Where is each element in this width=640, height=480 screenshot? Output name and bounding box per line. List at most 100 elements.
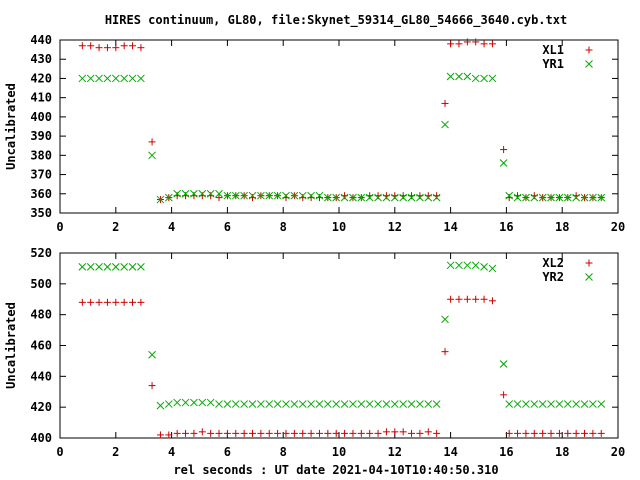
data-point — [257, 400, 265, 408]
data-point — [530, 193, 539, 202]
data-point — [207, 429, 215, 437]
y-tick-label: 420 — [30, 71, 52, 85]
data-point — [240, 429, 248, 437]
data-point — [156, 431, 164, 439]
data-point — [332, 400, 341, 408]
data-point — [563, 400, 572, 408]
data-point — [349, 400, 357, 408]
data-point — [555, 193, 564, 202]
data-point — [307, 400, 315, 408]
data-point — [547, 429, 555, 437]
x-tick-label: 10 — [332, 220, 346, 234]
data-point — [223, 191, 232, 200]
y-tick-label: 420 — [30, 400, 52, 414]
data-point — [340, 193, 349, 202]
data-point — [455, 40, 463, 48]
data-point — [589, 400, 597, 408]
data-point — [198, 428, 206, 436]
data-point — [120, 74, 129, 83]
data-point — [580, 400, 589, 408]
plot-frame — [59, 39, 619, 214]
legend-marker — [585, 60, 593, 68]
data-point — [198, 398, 207, 407]
x-tick-label: 8 — [280, 220, 287, 234]
data-point — [87, 42, 95, 50]
y-tick-label: 430 — [30, 52, 52, 66]
data-point — [505, 400, 514, 408]
data-point — [530, 400, 539, 408]
data-point — [103, 74, 112, 83]
data-point — [480, 40, 488, 48]
data-point — [447, 40, 455, 48]
legend-label: YR1 — [542, 57, 564, 71]
data-point — [589, 193, 597, 202]
y-tick-label: 460 — [30, 339, 52, 353]
data-point — [365, 193, 374, 202]
data-point — [441, 99, 449, 107]
data-point — [563, 193, 572, 202]
data-point — [499, 159, 508, 167]
y-tick-label: 480 — [30, 308, 52, 322]
data-point — [181, 189, 190, 198]
chart-title: HIRES continuum, GL80, file:Skynet_59314… — [105, 13, 567, 28]
data-point — [589, 429, 597, 437]
x-tick-label: 2 — [112, 220, 119, 234]
data-point — [357, 429, 365, 437]
plot-frame — [59, 252, 619, 439]
data-point — [190, 398, 198, 407]
data-point — [274, 429, 282, 437]
data-point — [103, 263, 112, 271]
data-point — [463, 261, 472, 270]
data-point — [463, 72, 472, 81]
data-point — [424, 428, 432, 436]
data-point — [341, 429, 349, 437]
data-point — [539, 429, 547, 437]
y-axis-label: Uncalibrated — [4, 302, 18, 389]
data-point — [555, 400, 564, 408]
data-point — [446, 72, 455, 81]
data-point — [129, 42, 137, 50]
data-point — [273, 400, 282, 408]
data-point — [441, 120, 449, 129]
data-point — [95, 44, 103, 52]
bottom-panel: 0 2 4 6 8 10 12 14 16 18 20 400 420 440 460 480 500 520 Un… — [4, 246, 625, 459]
data-point — [156, 401, 165, 410]
data-point — [231, 400, 240, 408]
data-point — [424, 193, 433, 202]
legend-marker — [585, 259, 593, 267]
data-point — [164, 400, 173, 408]
data-point — [472, 38, 480, 46]
data-point — [273, 191, 282, 200]
y-tick-label: 400 — [30, 110, 52, 124]
data-point — [323, 400, 332, 408]
data-point — [290, 400, 299, 408]
data-point — [382, 400, 391, 408]
y-tick-label: 380 — [30, 148, 52, 162]
data-point — [463, 295, 471, 303]
data-point — [597, 400, 606, 408]
data-point — [480, 74, 488, 83]
data-point — [513, 400, 522, 408]
data-point — [332, 193, 341, 202]
data-point — [399, 428, 407, 436]
y-tick-label: 390 — [30, 129, 52, 143]
data-point — [103, 44, 111, 52]
y-tick-label: 520 — [30, 246, 52, 260]
data-point — [298, 191, 307, 200]
data-point — [416, 429, 424, 437]
data-point — [500, 146, 508, 154]
data-point — [215, 194, 223, 202]
data-point — [231, 191, 240, 200]
data-point — [257, 429, 265, 437]
data-point — [522, 400, 530, 408]
y-tick-label: 360 — [30, 187, 52, 201]
data-point — [206, 189, 215, 198]
data-point — [357, 400, 366, 408]
data-point — [522, 429, 530, 437]
data-point — [407, 193, 416, 202]
data-point — [480, 263, 488, 271]
data-point — [95, 263, 103, 271]
data-point — [324, 429, 332, 437]
data-point — [215, 400, 223, 408]
data-point — [307, 429, 315, 437]
